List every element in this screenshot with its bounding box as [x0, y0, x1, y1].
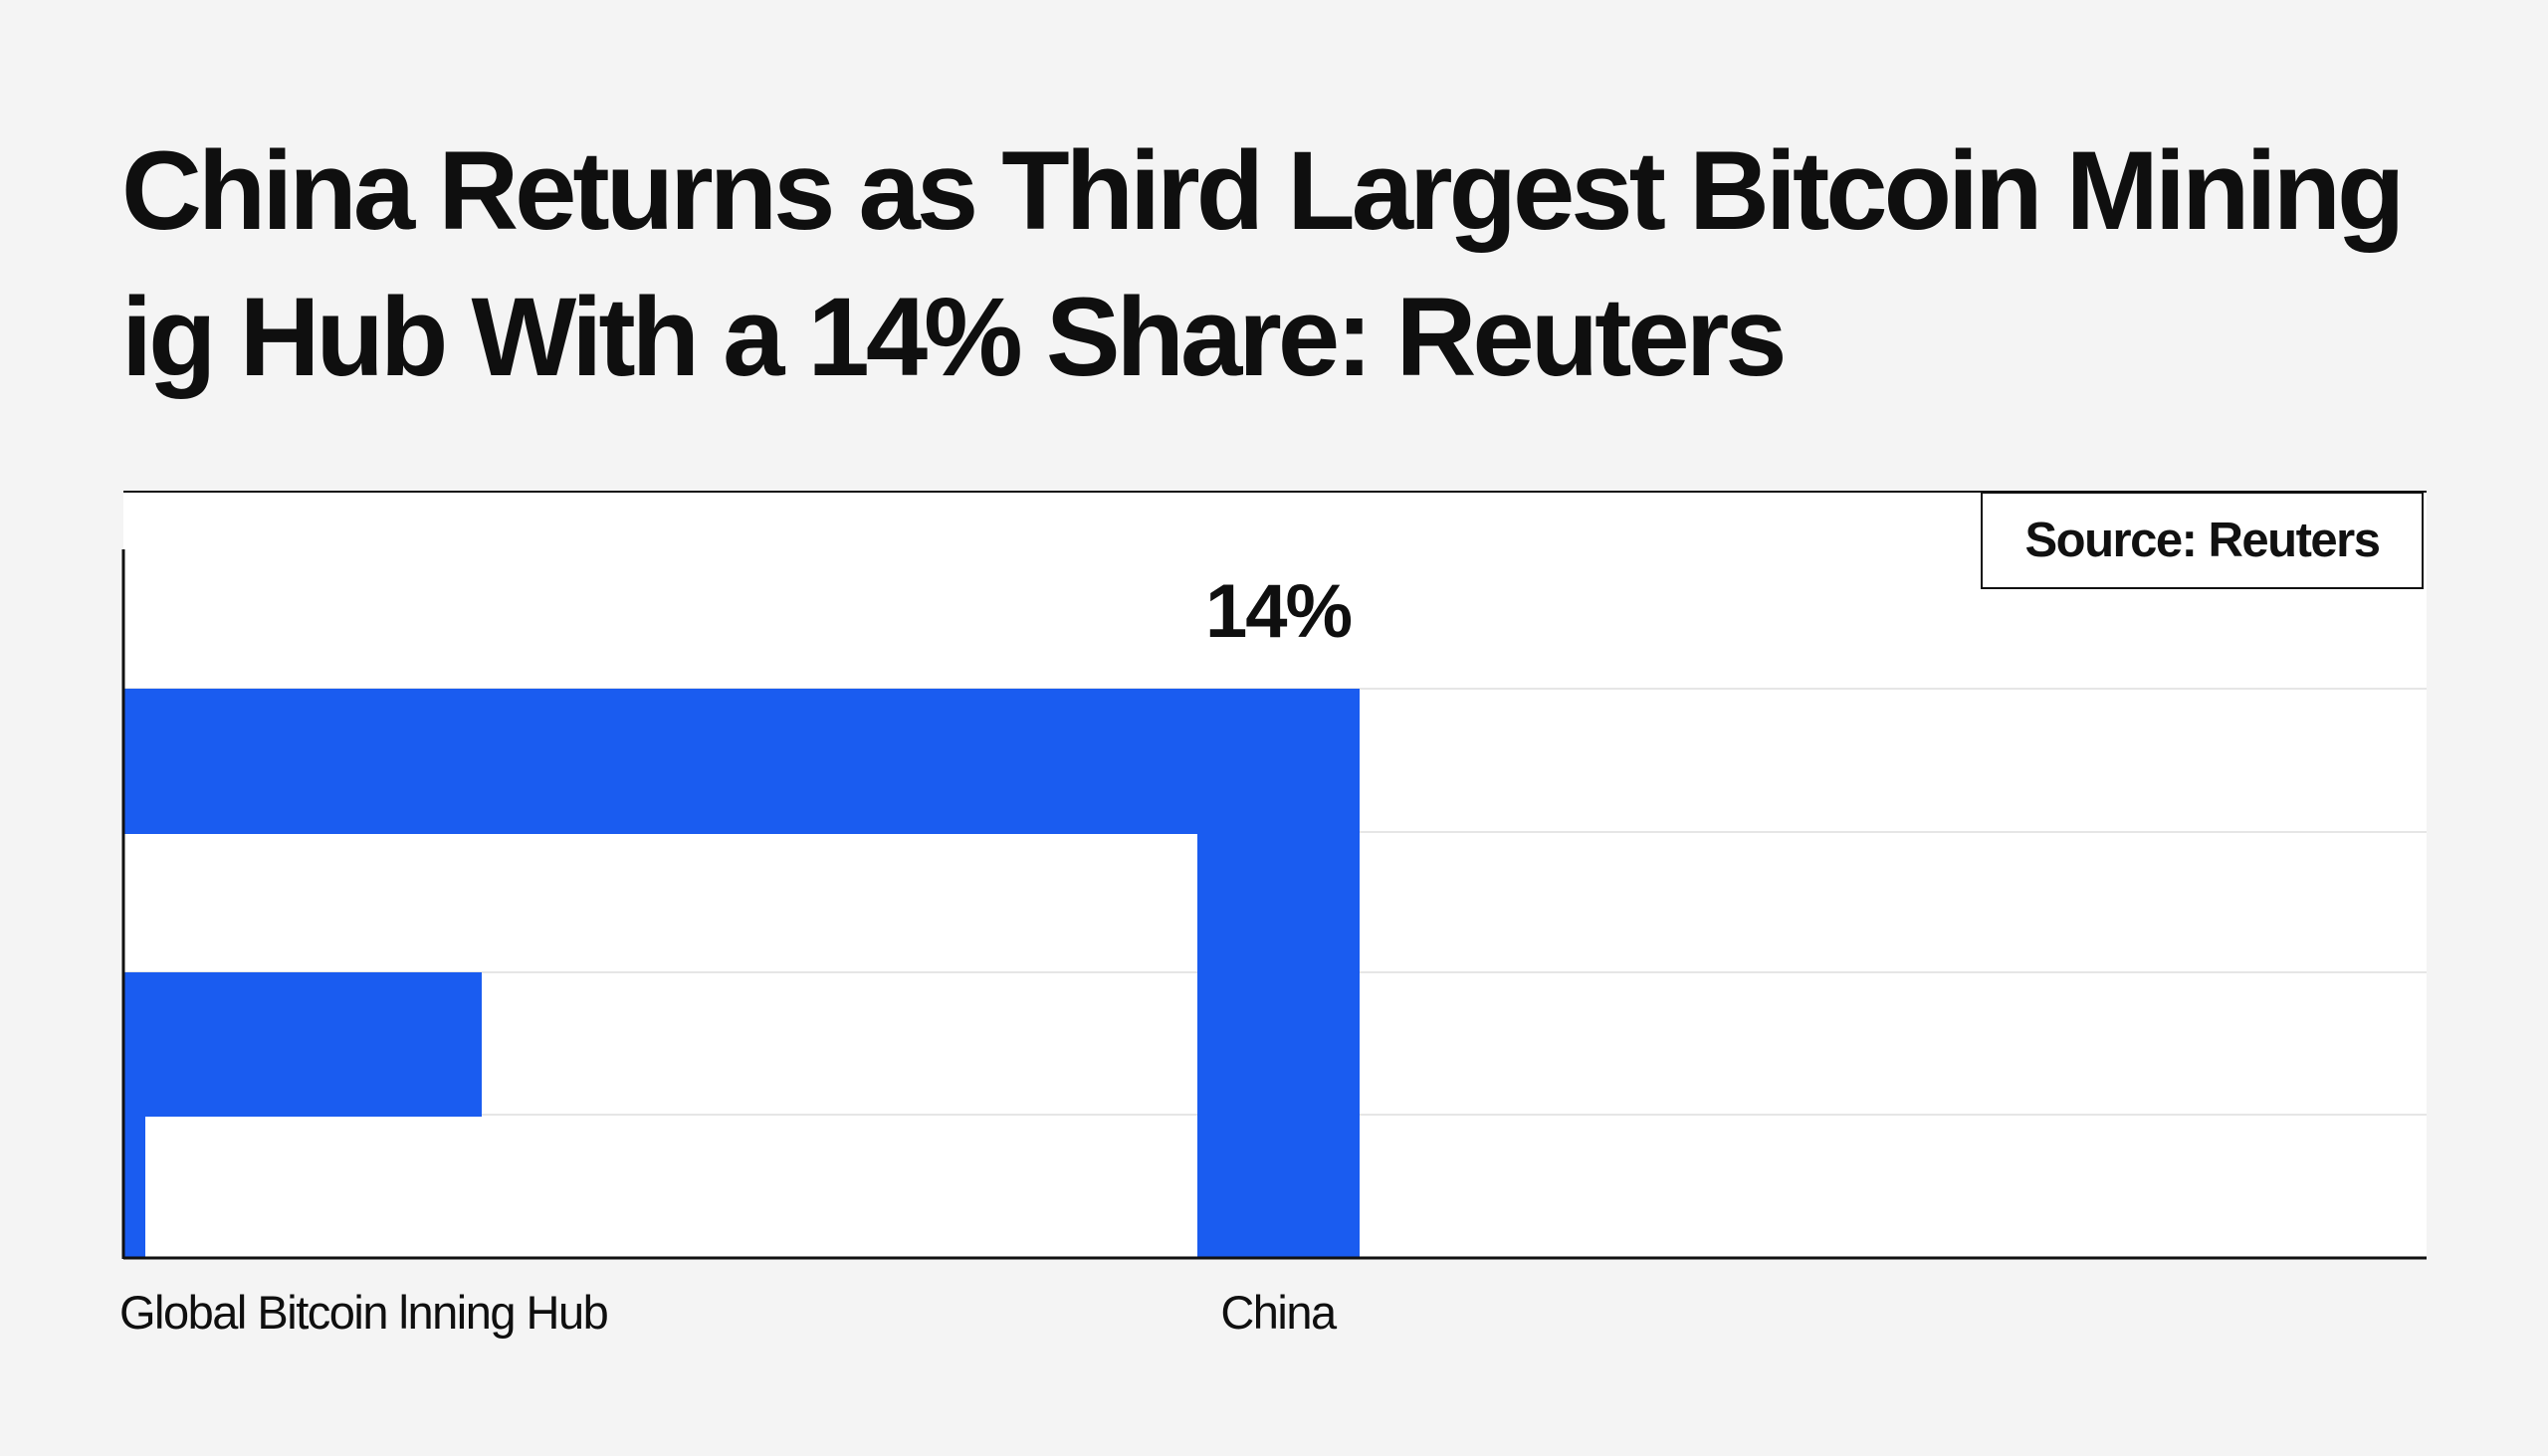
bar-china	[123, 689, 1360, 1258]
bar-global-bitcoin-mining-hub	[123, 972, 482, 1258]
category-label-global-hub: Global Bitcoin lnning Hub	[119, 1286, 608, 1339]
chart-title: China Returns as Third Largest Bitcoin M…	[121, 117, 2510, 410]
category-label-china: China	[1220, 1286, 1338, 1339]
data-label-china: 14%	[1205, 569, 1352, 654]
title-line-2: ig Hub With a 14% Share: Reuters	[121, 275, 1788, 399]
title-line-1: China Returns as Third Largest Bitcoin M…	[121, 128, 2405, 253]
bars	[123, 689, 1360, 1258]
source-label: Source: Reuters	[1981, 492, 2424, 589]
